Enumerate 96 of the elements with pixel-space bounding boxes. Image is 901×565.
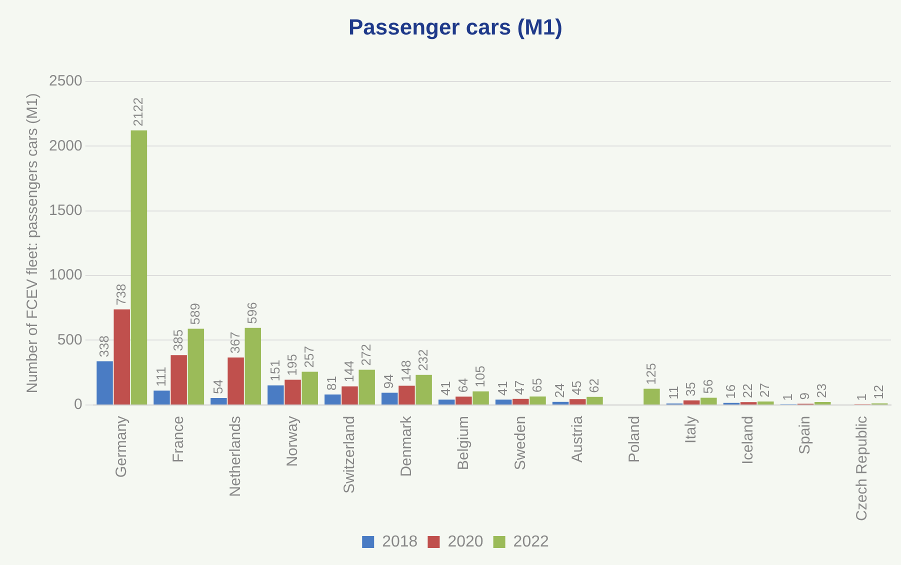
data-label: 1 (854, 394, 870, 401)
y-tick-label: 1000 (48, 266, 82, 284)
bar (382, 392, 398, 404)
data-label: 94 (381, 374, 396, 389)
data-label: 41 (495, 381, 510, 396)
data-label: 27 (757, 382, 772, 398)
data-label: 56 (700, 379, 716, 394)
bar (358, 370, 375, 404)
bar (495, 400, 512, 404)
x-tick-label: Italy (682, 415, 700, 444)
bar (96, 361, 113, 404)
x-tick-label: Switzerland (340, 416, 358, 494)
x-tick-label: Poland (626, 416, 643, 463)
bar (456, 396, 472, 404)
data-label: 589 (188, 303, 202, 325)
x-tick-label: Netherlands (226, 416, 244, 497)
data-label: 385 (170, 329, 186, 352)
data-label: 65 (529, 378, 544, 393)
x-tick-label: Germany (112, 415, 130, 478)
data-label: 1 (780, 394, 796, 401)
data-label: 12 (871, 384, 886, 400)
data-label: 2122 (130, 97, 146, 126)
bar (416, 374, 432, 404)
bar (188, 328, 204, 404)
bar (244, 328, 262, 404)
data-label: 111 (153, 366, 168, 387)
data-label: 151 (267, 360, 282, 382)
bar (398, 386, 415, 404)
x-tick-label: Spain (796, 416, 814, 454)
data-label: 64 (455, 378, 470, 393)
data-label: 62 (586, 378, 602, 393)
data-label: 45 (569, 380, 584, 396)
bar (210, 398, 227, 404)
bar (438, 400, 455, 404)
data-label: 596 (244, 302, 260, 324)
x-tick-label: Denmark (398, 415, 415, 477)
data-label: 22 (740, 384, 756, 398)
bar (530, 396, 546, 404)
x-tick-label: Iceland (740, 416, 757, 464)
bar (512, 398, 529, 404)
data-label: 16 (723, 384, 738, 399)
data-label: 35 (683, 382, 698, 396)
data-label: 24 (552, 383, 568, 398)
data-label: 9 (797, 392, 812, 400)
data-label: 338 (96, 336, 112, 358)
data-label: 54 (210, 379, 226, 394)
x-tick-label: Sweden (512, 416, 529, 470)
data-label: 47 (512, 380, 528, 395)
bar (472, 391, 489, 404)
bar (154, 390, 170, 404)
bar (342, 386, 358, 404)
x-tick-label: Czech Republic (854, 415, 871, 522)
data-label: 144 (341, 360, 356, 382)
bar (644, 388, 660, 404)
x-tick-label: France (170, 416, 187, 463)
y-tick-label: 2000 (48, 137, 82, 154)
bar (700, 398, 717, 404)
bar (284, 380, 301, 404)
bar (683, 400, 700, 404)
chart-title: Passenger cars (M1) (348, 14, 562, 40)
data-label: 257 (301, 346, 316, 368)
data-label: 105 (472, 366, 488, 388)
legend-label: 2020 (448, 533, 484, 550)
y-tick-label: 500 (57, 331, 82, 348)
bar (570, 399, 586, 404)
legend-label: 2022 (513, 533, 549, 550)
bar (324, 394, 341, 404)
bar (814, 402, 831, 404)
x-tick-label: Belgium (454, 416, 472, 470)
data-label: 148 (398, 360, 414, 382)
y-tick-label: 1500 (48, 202, 82, 219)
bar (228, 357, 244, 404)
data-label: 232 (415, 349, 430, 371)
bar (552, 402, 569, 404)
data-label: 81 (324, 376, 340, 390)
data-label: 41 (438, 381, 454, 396)
data-label: 195 (284, 354, 300, 376)
bar (170, 355, 187, 404)
y-tick-label: 2500 (48, 72, 82, 90)
x-tick-label: Austria (568, 415, 586, 463)
bar (130, 130, 148, 404)
bar (302, 372, 318, 404)
bar (758, 401, 774, 404)
data-label: 367 (227, 332, 242, 354)
data-label: 23 (814, 384, 830, 398)
y-axis-title: Number of FCEV fleet: passengers cars (M1) (24, 93, 42, 394)
y-tick-label: 0 (74, 396, 82, 414)
data-label: 738 (113, 284, 128, 306)
data-label: 11 (666, 386, 682, 400)
bar (114, 309, 130, 404)
data-label: 272 (358, 344, 374, 366)
x-tick-label: Norway (284, 415, 301, 467)
data-label: 125 (643, 363, 658, 385)
legend-label: 2018 (382, 533, 418, 550)
bar (268, 385, 284, 404)
bar (586, 396, 603, 404)
